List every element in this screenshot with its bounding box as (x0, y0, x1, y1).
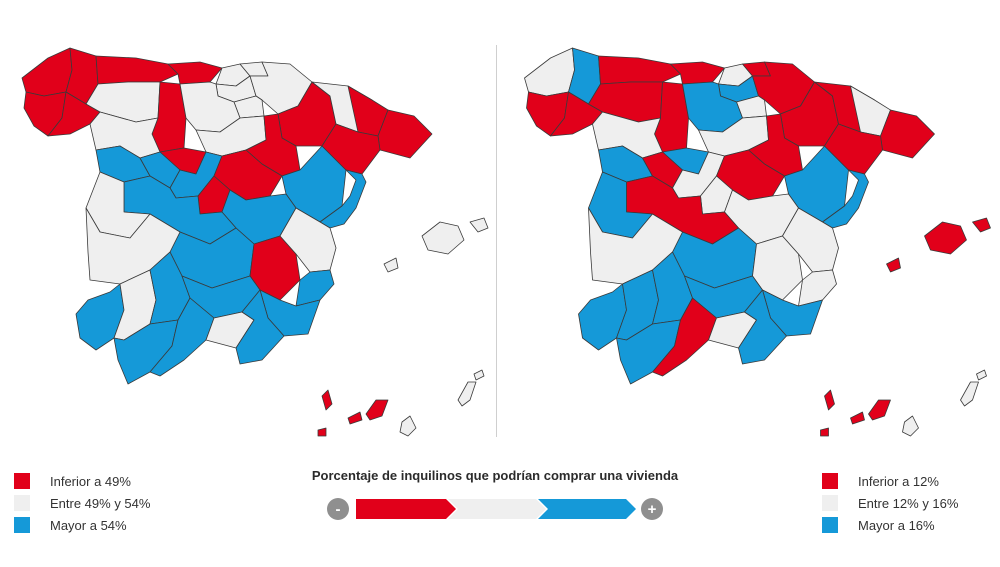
province (798, 269, 837, 307)
province (880, 109, 935, 159)
province (377, 109, 433, 159)
island (347, 411, 363, 425)
map-left (0, 0, 495, 440)
island (365, 399, 389, 421)
island (886, 257, 901, 273)
province (598, 55, 681, 85)
province (179, 81, 241, 133)
legend-label: Mayor a 16% (858, 517, 935, 533)
island (868, 399, 891, 421)
island (924, 221, 967, 255)
island (850, 411, 865, 425)
legend-item-mid: Entre 12% y 16% (822, 492, 958, 514)
legend-item-low: Inferior a 12% (822, 470, 958, 492)
legend-label: Mayor a 54% (50, 517, 127, 533)
legend-item-mid: Entre 49% y 54% (14, 492, 150, 514)
spain-provinces-map-left (21, 47, 489, 437)
province (752, 61, 815, 115)
province (524, 47, 575, 97)
map-right (500, 0, 1000, 440)
map-divider (496, 45, 497, 437)
legend-swatch (14, 517, 30, 533)
island (399, 415, 417, 437)
legend-label: Inferior a 49% (50, 473, 131, 489)
scale-segment-low (356, 499, 456, 519)
island (421, 221, 465, 255)
island (902, 415, 919, 437)
island (383, 257, 399, 273)
legend-swatch (14, 473, 30, 489)
island (321, 389, 333, 411)
island (960, 381, 979, 407)
minus-icon (327, 498, 349, 520)
island (473, 369, 485, 381)
plus-label: + (648, 501, 657, 518)
legend-left: Inferior a 49% Entre 49% y 54% Mayor a 5… (14, 470, 150, 536)
scale-title: Porcentaje de inquilinos que podrían com… (311, 468, 679, 483)
province (21, 47, 73, 97)
legend-item-low: Inferior a 49% (14, 470, 150, 492)
province (249, 61, 313, 115)
plus-icon (641, 498, 663, 520)
spain-provinces-map-right (524, 47, 991, 437)
legend-item-high: Mayor a 54% (14, 514, 150, 536)
island (457, 381, 477, 407)
legend-swatch (14, 495, 30, 511)
island (972, 217, 991, 233)
island (469, 217, 489, 233)
legend-label: Inferior a 12% (858, 473, 939, 489)
island (317, 427, 327, 437)
legend-swatch (822, 473, 838, 489)
province (95, 55, 179, 85)
scale-bar: - + (327, 498, 663, 520)
legend-swatch (822, 495, 838, 511)
province (235, 289, 285, 365)
province (295, 269, 335, 307)
legend-item-high: Mayor a 16% (822, 514, 958, 536)
island (976, 369, 987, 381)
scale-segment-high (538, 499, 636, 519)
legend-swatch (822, 517, 838, 533)
island (820, 427, 829, 437)
minus-label: - (336, 501, 341, 518)
legend-right: Inferior a 12% Entre 12% y 16% Mayor a 1… (822, 470, 958, 536)
legend-label: Entre 49% y 54% (50, 495, 151, 511)
scale-segment-mid (448, 499, 546, 519)
province (738, 289, 787, 365)
island (824, 389, 835, 411)
province (682, 81, 743, 133)
legend-label: Entre 12% y 16% (858, 495, 959, 511)
